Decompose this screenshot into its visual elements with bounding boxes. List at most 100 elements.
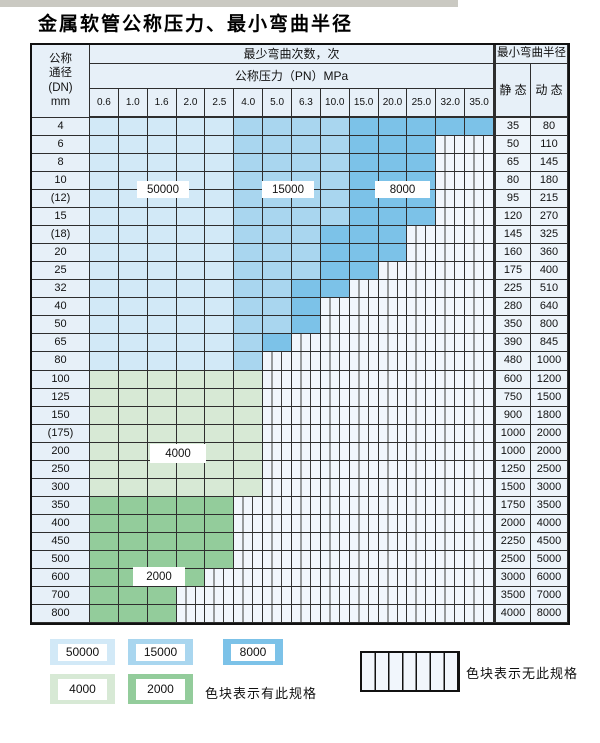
- pn-cell: [436, 604, 466, 623]
- pn-cell: [292, 370, 321, 389]
- dn-label: 200: [32, 442, 90, 461]
- pn-cell: [320, 298, 350, 317]
- pn-cell: [118, 586, 148, 605]
- pn-cell: [320, 352, 350, 371]
- pn-cell: [118, 298, 148, 317]
- pn-cell: [263, 262, 292, 281]
- pn-cell: [176, 352, 206, 371]
- pn-cell: [263, 496, 292, 515]
- pn-cell: [436, 532, 466, 551]
- static-radius-value: 95: [494, 190, 531, 209]
- pn-cell: [234, 136, 264, 155]
- pn-cell: [118, 226, 148, 245]
- pn-cell: [320, 172, 350, 191]
- legend-swatch-label: 4000: [58, 678, 107, 700]
- pn-cell: [465, 154, 494, 173]
- pn-cell: [147, 586, 177, 605]
- pn-cell: [147, 388, 177, 407]
- cycle-count-label-50000: 50000: [137, 181, 189, 198]
- pn-cell: [263, 442, 292, 461]
- pn-cell: [320, 388, 350, 407]
- corner-line-3: (DN): [48, 81, 73, 94]
- pn-cell: [263, 334, 292, 353]
- pn-cell: [407, 604, 437, 623]
- pn-cell: [320, 604, 350, 623]
- pn-cell: [378, 352, 408, 371]
- pn-cell: [465, 460, 494, 479]
- pn-tick-2.0: 2.0: [176, 89, 206, 118]
- pn-cell: [205, 334, 235, 353]
- pn-cell: [234, 460, 264, 479]
- dynamic-radius-value: 2500: [531, 460, 568, 479]
- pn-cell: [465, 478, 494, 497]
- dynamic-radius-value: 8000: [531, 604, 568, 623]
- pn-cell: [263, 532, 292, 551]
- pn-cell: [234, 208, 264, 227]
- pn-cell: [320, 568, 350, 587]
- pn-cell: [292, 496, 321, 515]
- pn-cell: [407, 532, 437, 551]
- pn-cell: [90, 550, 119, 569]
- pn-cell: [234, 262, 264, 281]
- pn-cell: [349, 244, 379, 263]
- pn-cell: [90, 442, 119, 461]
- pn-cell: [90, 532, 119, 551]
- dynamic-radius-value: 1500: [531, 388, 568, 407]
- pn-cell: [263, 154, 292, 173]
- pn-cell: [234, 280, 264, 299]
- dn-label: 600: [32, 568, 90, 587]
- pn-cell: [465, 352, 494, 371]
- dn-label: 32: [32, 280, 90, 299]
- pn-cell: [234, 604, 264, 623]
- pn-cell: [205, 298, 235, 317]
- pn-cell: [205, 424, 235, 443]
- dn-label: 300: [32, 478, 90, 497]
- pn-cell: [205, 208, 235, 227]
- pn-cell: [465, 136, 494, 155]
- pn-cell: [118, 208, 148, 227]
- pn-tick-25.0: 25.0: [407, 89, 437, 118]
- static-column-header: 静 态: [494, 64, 531, 118]
- pn-cell: [407, 208, 437, 227]
- pn-cell: [436, 154, 466, 173]
- pn-cell: [320, 316, 350, 335]
- static-radius-value: 600: [494, 370, 531, 389]
- pn-cell: [205, 496, 235, 515]
- pn-cell: [234, 586, 264, 605]
- pn-cell: [407, 496, 437, 515]
- pn-cell: [320, 280, 350, 299]
- pn-cell: [176, 370, 206, 389]
- pn-cell: [465, 118, 494, 137]
- pn-cell: [349, 334, 379, 353]
- pn-cell: [205, 550, 235, 569]
- pn-cell: [378, 118, 408, 137]
- pn-cell: [320, 208, 350, 227]
- pn-cell: [349, 604, 379, 623]
- pn-cell: [205, 586, 235, 605]
- pn-cell: [378, 442, 408, 461]
- legend-no-spec-swatch: [360, 651, 460, 692]
- pn-cell: [176, 478, 206, 497]
- pn-cell: [378, 514, 408, 533]
- pn-cell: [90, 496, 119, 515]
- corner-header-dn: 公称 通径 (DN) mm: [32, 45, 90, 118]
- pn-cell: [90, 334, 119, 353]
- pn-cell: [292, 208, 321, 227]
- pn-cell: [176, 550, 206, 569]
- pn-cell: [263, 514, 292, 533]
- pn-cell: [378, 424, 408, 443]
- pn-cell: [320, 478, 350, 497]
- pn-cell: [349, 316, 379, 335]
- dn-label: 150: [32, 406, 90, 425]
- pn-cell: [349, 190, 379, 209]
- pn-cell: [90, 604, 119, 623]
- pn-cell: [320, 532, 350, 551]
- pn-cell: [234, 352, 264, 371]
- pn-cell: [118, 532, 148, 551]
- pn-cell: [118, 406, 148, 425]
- pn-cell: [436, 586, 466, 605]
- static-radius-value: 3000: [494, 568, 531, 587]
- corner-line-2: 通径: [49, 67, 72, 79]
- pn-cell: [349, 496, 379, 515]
